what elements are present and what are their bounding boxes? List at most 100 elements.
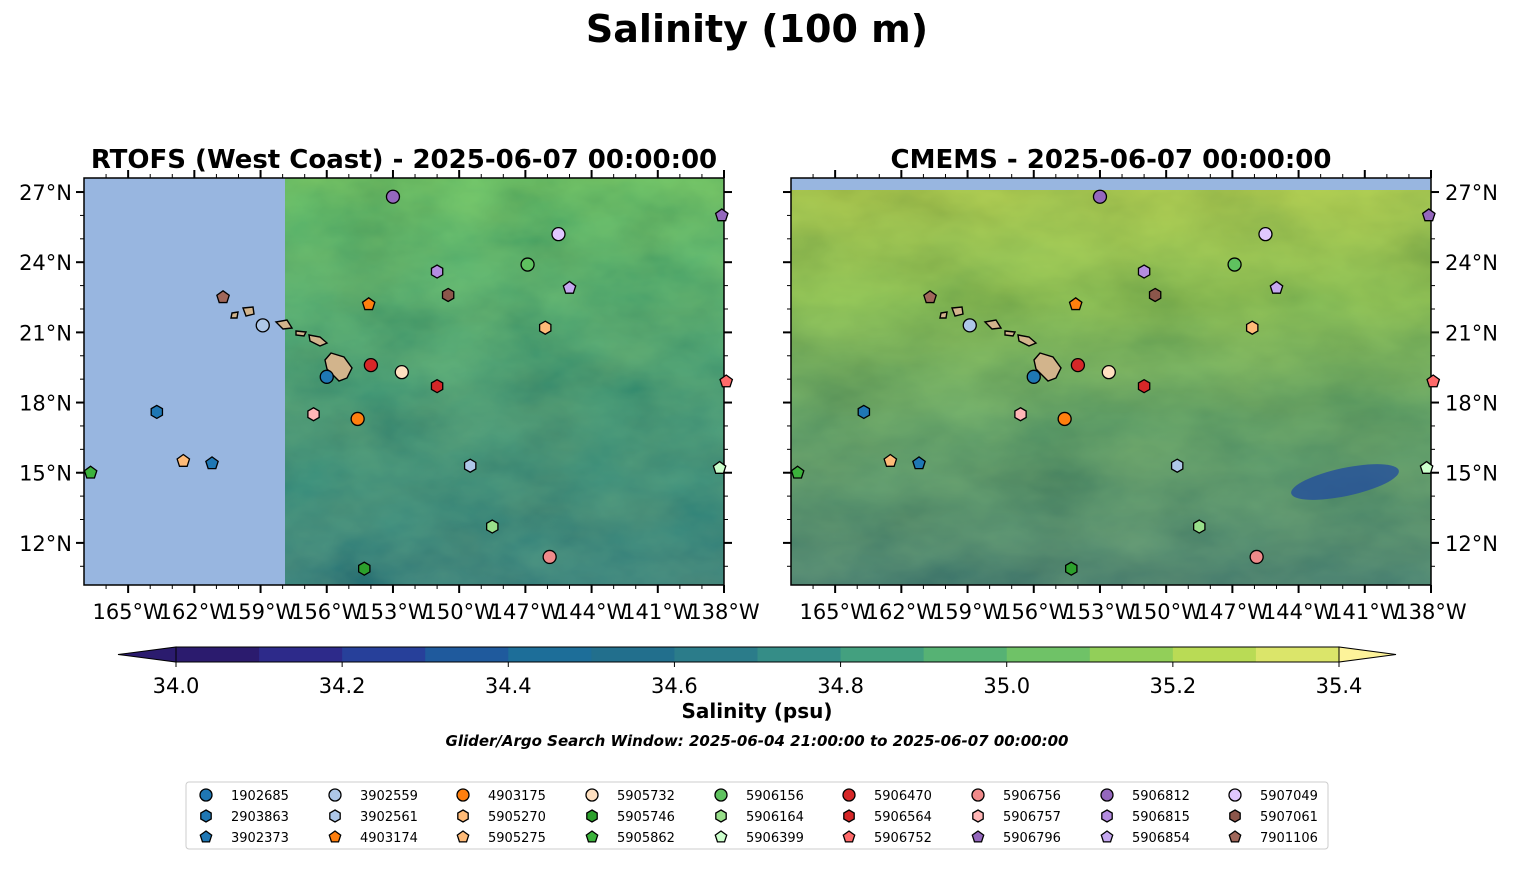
legend-entry-5905275: 5905275 bbox=[456, 830, 546, 846]
float-marker-5906757 bbox=[1014, 406, 1027, 422]
float-marker-5906812 bbox=[1092, 189, 1108, 204]
float-marker-5907049 bbox=[1258, 226, 1273, 242]
legend-label: 5906470 bbox=[874, 789, 932, 804]
legend-entry-5905732: 5905732 bbox=[585, 788, 675, 804]
legend-entry-5905862: 5905862 bbox=[585, 830, 675, 846]
legend-entry-5907049: 5907049 bbox=[1228, 788, 1318, 804]
lon-tick-label: 138°W bbox=[688, 600, 760, 624]
float-marker-2903863 bbox=[857, 404, 871, 420]
legend-label: 2903863 bbox=[231, 810, 289, 825]
legend-label: 3902373 bbox=[231, 831, 289, 846]
lat-tick-label: 24°N bbox=[19, 251, 72, 275]
float-marker-5906757 bbox=[307, 406, 320, 422]
lon-ticks-rtofs: 165°W162°W159°W156°W153°W150°W147°W144°W… bbox=[92, 170, 760, 624]
float-marker-5906470 bbox=[363, 357, 379, 373]
legend-marker-5906564 bbox=[843, 809, 855, 823]
lat-tick-label: 18°N bbox=[1445, 392, 1498, 416]
lon-tick-label: 144°W bbox=[1263, 600, 1335, 624]
float-marker-5907049 bbox=[551, 226, 566, 242]
legend-label: 5906399 bbox=[746, 831, 804, 846]
float-markers-rtofs bbox=[83, 189, 734, 576]
land-mask-cmems-top bbox=[791, 178, 1431, 190]
legend-entry-5906756: 5906756 bbox=[971, 788, 1061, 804]
lon-tick-label: 144°W bbox=[556, 600, 628, 624]
float-marker-5906796 bbox=[1421, 208, 1436, 222]
lon-tick-label: 141°W bbox=[622, 600, 694, 624]
float-marker-5907061 bbox=[441, 287, 455, 303]
legend-marker-5906815 bbox=[1101, 809, 1113, 823]
legend-label: 5906854 bbox=[1132, 831, 1190, 846]
colorbar-tick-label: 34.2 bbox=[319, 674, 366, 698]
legend-marker-5907061 bbox=[1229, 809, 1241, 823]
legend-entry-5905746: 5905746 bbox=[586, 809, 675, 825]
lon-tick-label: 138°W bbox=[1395, 600, 1467, 624]
legend-label: 5906815 bbox=[1132, 810, 1190, 825]
colorbar-tick-label: 35.0 bbox=[983, 674, 1030, 698]
legend-label: 5906564 bbox=[874, 810, 932, 825]
float-marker-5906812 bbox=[385, 189, 401, 204]
legend-label: 5906757 bbox=[1003, 810, 1061, 825]
float-marker-5905270 bbox=[1245, 320, 1259, 335]
float-marker-3902561 bbox=[1170, 458, 1184, 473]
float-marker-4903174 bbox=[361, 297, 376, 311]
legend-label: 5905746 bbox=[617, 810, 675, 825]
float-marker-5906756 bbox=[542, 549, 557, 565]
float-marker-5906815 bbox=[430, 264, 444, 279]
panel-title-cmems: CMEMS - 2025-06-07 00:00:00 bbox=[891, 145, 1332, 175]
colorbar: 34.0 34.2 34.4 34.6 34.8 35.0 35.2 35.4 bbox=[117, 646, 1397, 698]
legend-entry-5906164: 5906164 bbox=[715, 809, 804, 825]
legend-marker-5905270 bbox=[457, 809, 469, 823]
legend-entry-5906752: 5906752 bbox=[842, 830, 932, 846]
legend-label: 5907049 bbox=[1260, 789, 1318, 804]
float-marker-2903863 bbox=[150, 404, 164, 420]
float-marker-7901106 bbox=[923, 289, 937, 304]
legend-entry-5906796: 5906796 bbox=[971, 830, 1061, 846]
colorbar-bin bbox=[176, 647, 260, 662]
hawaii-islands-cmems bbox=[939, 306, 1062, 382]
lon-tick-label: 159°W bbox=[225, 600, 297, 624]
legend-marker-5905862 bbox=[585, 830, 599, 843]
float-marker-5905732 bbox=[1101, 364, 1116, 380]
lat-tick-label: 27°N bbox=[19, 181, 72, 205]
colorbar-tick-label: 34.4 bbox=[485, 674, 532, 698]
legend-label: 5905270 bbox=[488, 810, 546, 825]
hawaii-islands-rtofs bbox=[230, 306, 353, 382]
legend-marker-5905732 bbox=[585, 788, 599, 802]
legend-label: 7901106 bbox=[1260, 831, 1318, 846]
float-marker-5905275 bbox=[176, 453, 191, 467]
legend-entry-5906564: 5906564 bbox=[843, 809, 932, 825]
legend-marker-4903174 bbox=[328, 830, 342, 843]
colorbar-bin bbox=[1089, 647, 1174, 662]
float-marker-5906156 bbox=[520, 257, 535, 272]
lat-tick-label: 15°N bbox=[1445, 462, 1498, 486]
float-marker-5905746 bbox=[357, 561, 371, 576]
low-salinity-eddy bbox=[1291, 464, 1399, 500]
legend-marker-5906812 bbox=[1100, 788, 1114, 802]
legend-marker-2903863 bbox=[200, 809, 212, 823]
colorbar-bin bbox=[342, 647, 426, 662]
legend-entry-5906757: 5906757 bbox=[972, 809, 1061, 825]
legend-marker-5906757 bbox=[972, 809, 984, 823]
legend-entry-7901106: 7901106 bbox=[1228, 830, 1318, 846]
float-marker-5905270 bbox=[538, 320, 552, 335]
lon-tick-label: 147°W bbox=[1197, 600, 1269, 624]
float-marker-5906399 bbox=[712, 460, 727, 474]
lon-tick-label: 156°W bbox=[998, 600, 1070, 624]
legend-entry-1902685: 1902685 bbox=[199, 788, 289, 804]
float-marker-3902373 bbox=[912, 456, 926, 470]
lat-tick-label: 21°N bbox=[19, 321, 72, 345]
legend-entry-5907061: 5907061 bbox=[1229, 809, 1318, 825]
float-marker-1902685 bbox=[1026, 369, 1041, 384]
legend-label: 5906812 bbox=[1132, 789, 1190, 804]
legend-marker-4903175 bbox=[456, 788, 470, 802]
colorbar-bin bbox=[757, 647, 842, 662]
legend-entry-3902561: 3902561 bbox=[329, 809, 418, 825]
lon-tick-label: 153°W bbox=[1064, 600, 1136, 624]
legend: 1902685 2903863 3902373 3902559 3902561 49031… bbox=[185, 781, 1329, 850]
legend-label: 5905275 bbox=[488, 831, 546, 846]
colorbar-bin bbox=[1006, 647, 1091, 662]
colorbar-bin bbox=[259, 647, 343, 662]
land-mask-rtofs bbox=[84, 178, 285, 585]
legend-entry-5906470: 5906470 bbox=[842, 788, 932, 804]
